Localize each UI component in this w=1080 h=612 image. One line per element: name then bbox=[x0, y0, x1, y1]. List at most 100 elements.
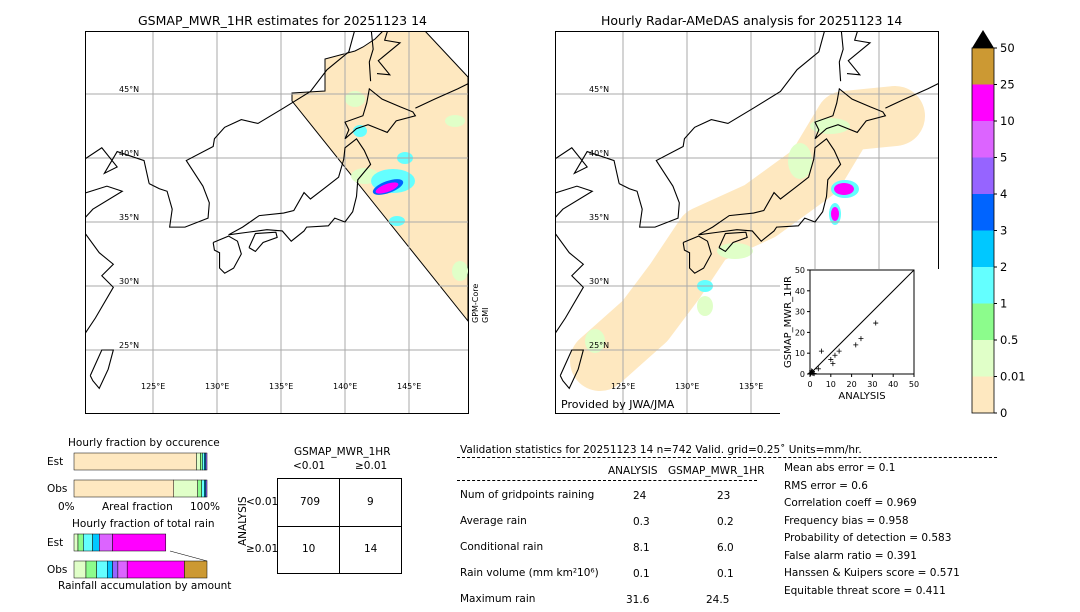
colorbar-tick-label: 10 bbox=[1000, 114, 1015, 128]
stats-row-label: Maximum rain bbox=[460, 593, 536, 605]
x-tick-label: 10 bbox=[826, 380, 836, 389]
coastline bbox=[85, 147, 150, 184]
x-axis-label: ANALYSIS bbox=[838, 391, 885, 402]
lon-label: 140°E bbox=[333, 382, 357, 391]
data-point bbox=[858, 336, 864, 342]
colorbar-tick-label: 1 bbox=[1000, 297, 1007, 311]
stats-score: False alarm ratio = 0.391 bbox=[784, 549, 917, 562]
coastline bbox=[718, 231, 748, 253]
data-point bbox=[809, 368, 815, 374]
rain-area bbox=[445, 115, 465, 127]
stats-score: RMS error = 0.6 bbox=[784, 479, 868, 492]
data-point bbox=[836, 348, 842, 354]
stats-row-gsmap: 24.5 bbox=[706, 594, 730, 606]
coastline bbox=[555, 147, 620, 184]
scatter-plot: 0 10 20 30 40 50 0 10 20 30 40 50 ANALYSIS GSMAP_MWR_… bbox=[783, 266, 919, 402]
colorbar-tick-label: 0.01 bbox=[1000, 370, 1026, 384]
rain-area bbox=[585, 329, 605, 353]
data-point bbox=[830, 361, 836, 367]
stats-row-analysis: 24 bbox=[633, 490, 647, 502]
occurrence-bars bbox=[73, 452, 208, 498]
data-point bbox=[832, 352, 838, 358]
stats-row-analysis: 0.1 bbox=[633, 568, 650, 580]
stats-row-analysis: 0.3 bbox=[633, 516, 650, 528]
x-tick-label: 30 bbox=[867, 380, 877, 389]
fraction-segment bbox=[184, 560, 208, 579]
data-point bbox=[828, 356, 834, 362]
coastline bbox=[682, 235, 712, 274]
sensor-label-2: GMI bbox=[481, 307, 490, 323]
fraction-segment bbox=[73, 479, 174, 498]
cell-false-alarm: 9 bbox=[367, 496, 374, 508]
coastline bbox=[618, 31, 826, 228]
contingency-col-1: <0.01 bbox=[293, 460, 326, 472]
coastline bbox=[89, 349, 115, 390]
fraction-segment bbox=[73, 452, 197, 471]
stats-row-analysis: 31.6 bbox=[626, 594, 650, 606]
rain-area bbox=[345, 91, 365, 107]
colorbar-swatch bbox=[972, 340, 994, 377]
sensor-label-1: GPM-Core bbox=[471, 283, 480, 323]
colorbar-tick-label: 2 bbox=[1000, 260, 1007, 274]
lat-label: 35°N bbox=[589, 213, 609, 222]
map-frame bbox=[555, 31, 939, 414]
fraction-segment bbox=[73, 560, 87, 579]
y-tick-label: 50 bbox=[795, 266, 805, 275]
data-point bbox=[818, 348, 824, 354]
rain-area bbox=[353, 125, 367, 137]
colorbar-extend-arrow bbox=[972, 30, 994, 48]
stats-score: Correlation coeff = 0.969 bbox=[784, 497, 917, 509]
colorbar-swatch bbox=[972, 157, 994, 194]
gsmap-estimate-map: 45°N 40°N 35°N 30°N 25°N 125°E 130°E 135°E 140°E… bbox=[85, 31, 469, 414]
stats-score: Frequency bias = 0.958 bbox=[784, 514, 909, 527]
heavy-rain-area bbox=[834, 183, 854, 195]
right-map-title: Hourly Radar-AMeDAS analysis for 2025112… bbox=[601, 13, 903, 28]
fraction-segment bbox=[112, 560, 119, 579]
heavy-rain-area bbox=[375, 182, 399, 194]
fraction-segment bbox=[112, 533, 167, 552]
colorbar-tick-label: 50 bbox=[1000, 41, 1015, 55]
lon-label: 135°E bbox=[269, 382, 293, 391]
stats-col-analysis: ANALYSIS bbox=[608, 465, 658, 477]
contingency-table: 709 9 10 14 bbox=[277, 478, 402, 574]
total-rain-title: Hourly fraction of total rain bbox=[72, 518, 215, 530]
total-rain-row-est: Est bbox=[47, 537, 64, 549]
stats-row-label: Num of gridpoints raining bbox=[460, 489, 595, 501]
fraction-segment bbox=[197, 479, 202, 498]
coastline bbox=[368, 31, 374, 82]
data-point bbox=[811, 371, 817, 377]
coastline bbox=[698, 138, 842, 242]
coastline bbox=[555, 185, 594, 335]
lat-label: 25°N bbox=[119, 341, 139, 350]
stats-row-label: Average rain bbox=[460, 515, 527, 527]
stats-row-analysis: 8.1 bbox=[633, 542, 650, 554]
stats-row-gsmap: 0.2 bbox=[717, 516, 734, 528]
stats-row-label: Conditional rain bbox=[460, 541, 544, 553]
occurrence-title: Hourly fraction by occurence bbox=[68, 437, 220, 449]
cell-hit-none: 709 bbox=[300, 496, 321, 508]
fraction-segment bbox=[205, 452, 208, 471]
stats-row-label: Rain volume (mm km²10⁶) bbox=[460, 567, 599, 579]
rain-area bbox=[788, 143, 812, 179]
y-tick-label: 20 bbox=[795, 328, 805, 337]
credit-text: Provided by JWA/JMA bbox=[561, 398, 675, 411]
fraction-segment bbox=[205, 479, 208, 498]
coastline bbox=[814, 87, 887, 140]
fraction-segment bbox=[73, 533, 79, 552]
x-tick-label: 0 bbox=[807, 380, 812, 389]
stats-row-gsmap: 6.0 bbox=[717, 542, 734, 554]
colorbar-tick-label: 0 bbox=[1000, 406, 1007, 420]
heavy-rain-area bbox=[831, 207, 839, 221]
coastline bbox=[85, 185, 124, 335]
coastline bbox=[148, 31, 356, 228]
data-point bbox=[853, 342, 859, 348]
x-tick-label: 50 bbox=[909, 380, 919, 389]
occurrence-row-obs: Obs bbox=[47, 483, 68, 495]
colorbar-tick-label: 3 bbox=[1000, 224, 1007, 238]
stats-score: Hanssen & Kuipers score = 0.571 bbox=[784, 567, 960, 579]
x-tick-label: 20 bbox=[847, 380, 857, 389]
colorbar-swatch bbox=[972, 376, 994, 413]
rain-area bbox=[697, 296, 713, 316]
colorbar-tick-label: 0.5 bbox=[1000, 333, 1018, 347]
colorbar-swatch bbox=[972, 121, 994, 158]
